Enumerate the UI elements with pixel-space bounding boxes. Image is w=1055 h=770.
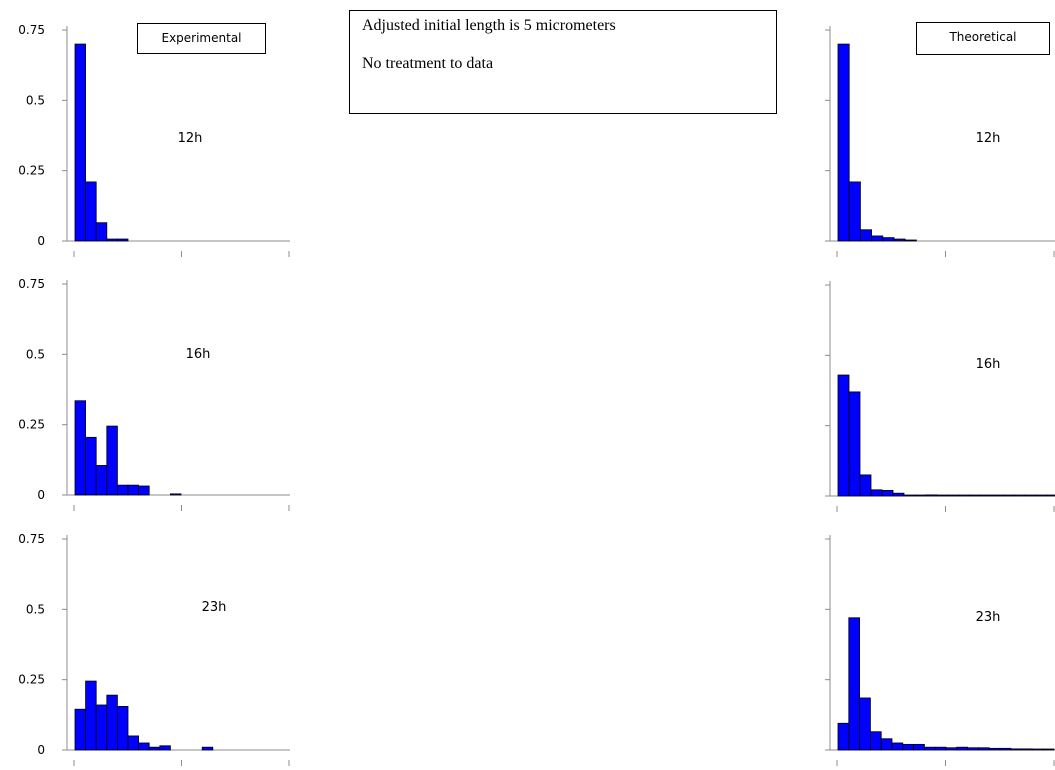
histogram-bar [988, 747, 1001, 751]
histogram-bar [201, 746, 214, 751]
histogram-bar [127, 735, 140, 751]
panel-time-label: 12h [178, 131, 203, 146]
histogram-bar [85, 680, 97, 751]
histogram-bar [892, 492, 905, 497]
histogram-bar [991, 494, 1004, 497]
histogram-bar [106, 425, 118, 496]
y-tick-label: 0 [37, 743, 45, 757]
histogram-bar [860, 229, 873, 242]
histogram-bar [837, 43, 850, 242]
histogram-bar [891, 742, 904, 751]
histogram-bar [117, 484, 129, 496]
annotation-box: Adjusted initial length is 5 micrometers… [349, 10, 777, 114]
histogram-bar [870, 731, 882, 751]
histogram-bar [956, 746, 968, 751]
histogram-bar [1021, 748, 1033, 751]
histogram-bar [74, 400, 87, 496]
histogram-bar [902, 743, 914, 751]
histogram-bar [914, 494, 927, 497]
histogram-bar [117, 238, 129, 242]
y-tick-label: 0.5 [26, 602, 45, 616]
panel-time-label: 16h [976, 357, 1001, 372]
annotation-line-2: No treatment to data [362, 55, 494, 72]
histogram-bar [980, 494, 993, 497]
legend-theoretical: Theoretical [916, 22, 1050, 55]
histogram-bar [95, 222, 108, 242]
histogram-bar [169, 493, 182, 496]
histogram-bar [1042, 748, 1055, 751]
histogram-bar [848, 391, 861, 497]
histogram-bar [924, 746, 936, 751]
histogram-bar [978, 747, 990, 751]
histogram-bar [117, 705, 129, 751]
histogram-bar [106, 238, 118, 242]
histogram-bar [848, 617, 860, 751]
histogram-bar [999, 747, 1012, 751]
histogram-bar [859, 697, 871, 751]
histogram-bar [870, 489, 883, 497]
panel-time-label: 23h [202, 600, 227, 615]
histogram-bar [936, 494, 949, 497]
histogram-bar [871, 235, 884, 242]
histogram-bar [859, 474, 872, 497]
panel-time-label: 12h [976, 131, 1001, 146]
y-tick-label: 0.75 [18, 532, 45, 546]
histogram-bar [837, 374, 850, 497]
histogram-bar [1032, 748, 1044, 751]
histogram-bar [903, 494, 916, 497]
histogram-bar [1010, 748, 1022, 751]
annotation-line-1: Adjusted initial length is 5 micrometers [362, 17, 616, 34]
histogram-bar [880, 738, 893, 751]
histogram-bar [95, 465, 108, 496]
histogram-bar [958, 494, 971, 497]
histogram-bar [138, 742, 150, 751]
y-tick-label: 0.25 [18, 164, 45, 178]
histogram-bar [138, 485, 150, 496]
histogram-bar [837, 722, 850, 751]
histogram-bar [85, 181, 97, 242]
panel-time-label: 23h [976, 610, 1001, 625]
histogram-bar [967, 747, 979, 751]
histogram-bar [106, 694, 118, 751]
histogram-bar [882, 237, 895, 242]
histogram-bar [969, 494, 982, 497]
histogram-bar [159, 745, 171, 751]
y-tick-label: 0 [37, 488, 45, 502]
histogram-bar [904, 239, 917, 242]
histogram-bar [95, 704, 108, 751]
y-tick-label: 0.5 [26, 93, 45, 107]
histogram-bar [881, 489, 894, 497]
legend-experimental: Experimental [137, 23, 266, 54]
histogram-bar [934, 746, 947, 751]
y-tick-label: 0.25 [18, 673, 45, 687]
histogram-bar [74, 43, 87, 242]
y-tick-label: 0.25 [18, 418, 45, 432]
histogram-bar [127, 484, 140, 496]
y-tick-label: 0.75 [18, 277, 45, 291]
histogram-bar [74, 708, 87, 751]
histogram-bar [947, 494, 960, 497]
histogram-bar [848, 181, 861, 242]
histogram-bar [85, 436, 97, 496]
histogram-bar [1046, 494, 1055, 497]
histogram-bar [945, 747, 958, 751]
histogram-bar [913, 743, 925, 751]
histogram-bar [148, 746, 161, 751]
panel-time-label: 16h [186, 347, 211, 362]
y-tick-label: 0.5 [26, 347, 45, 361]
histogram-bar [1024, 494, 1037, 497]
histogram-bar [1002, 494, 1015, 497]
histogram-bar [925, 494, 938, 497]
y-tick-label: 0 [37, 234, 45, 248]
histogram-bar [1013, 494, 1026, 497]
histogram-bar [1035, 494, 1048, 497]
histogram-bar [893, 238, 906, 242]
y-tick-label: 0.75 [18, 23, 45, 37]
